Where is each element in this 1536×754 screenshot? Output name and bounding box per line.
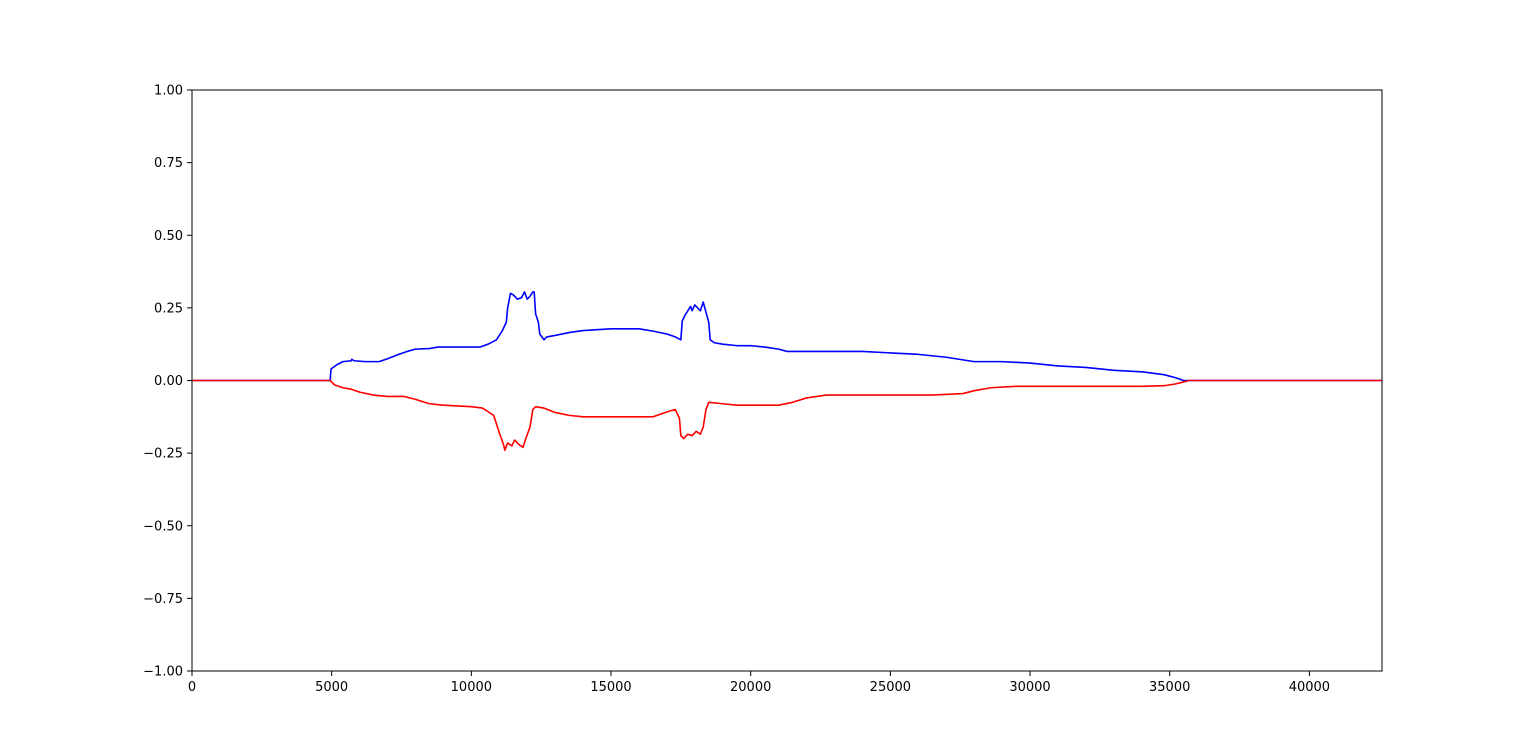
y-tick-label: −0.50 — [143, 519, 183, 534]
y-axis: 1.00 0.75 0.50 0.25 0.00 −0.25 −0.50 −0.75 −1.00 — [143, 84, 192, 680]
x-tick-label: 15000 — [590, 680, 631, 695]
y-tick-label: 0.50 — [154, 229, 183, 244]
x-tick-label: 40000 — [1289, 680, 1330, 695]
y-tick-label: −1.00 — [143, 665, 183, 680]
x-tick-label: 20000 — [730, 680, 771, 695]
series-layer — [192, 291, 1382, 452]
x-axis: 0 5000 10000 15000 20000 25000 30000 35000 40000 — [188, 671, 1330, 695]
x-tick-label: 0 — [188, 680, 196, 695]
y-tick-label: 0.00 — [154, 374, 183, 389]
plot-frame — [191, 89, 1383, 672]
y-tick-label: 0.25 — [154, 301, 183, 316]
x-tick-label: 35000 — [1149, 680, 1190, 695]
series-line-0 — [192, 291, 1382, 382]
x-tick-label: 25000 — [870, 680, 911, 695]
x-tick-label: 5000 — [315, 680, 348, 695]
series-line-1 — [192, 379, 1382, 452]
y-tick-label: −0.25 — [143, 447, 183, 462]
x-tick-label: 10000 — [451, 680, 492, 695]
y-tick-label: 0.75 — [154, 156, 183, 171]
y-tick-label: −0.75 — [143, 592, 183, 607]
y-tick-label: 1.00 — [154, 84, 183, 99]
x-tick-label: 30000 — [1009, 680, 1050, 695]
